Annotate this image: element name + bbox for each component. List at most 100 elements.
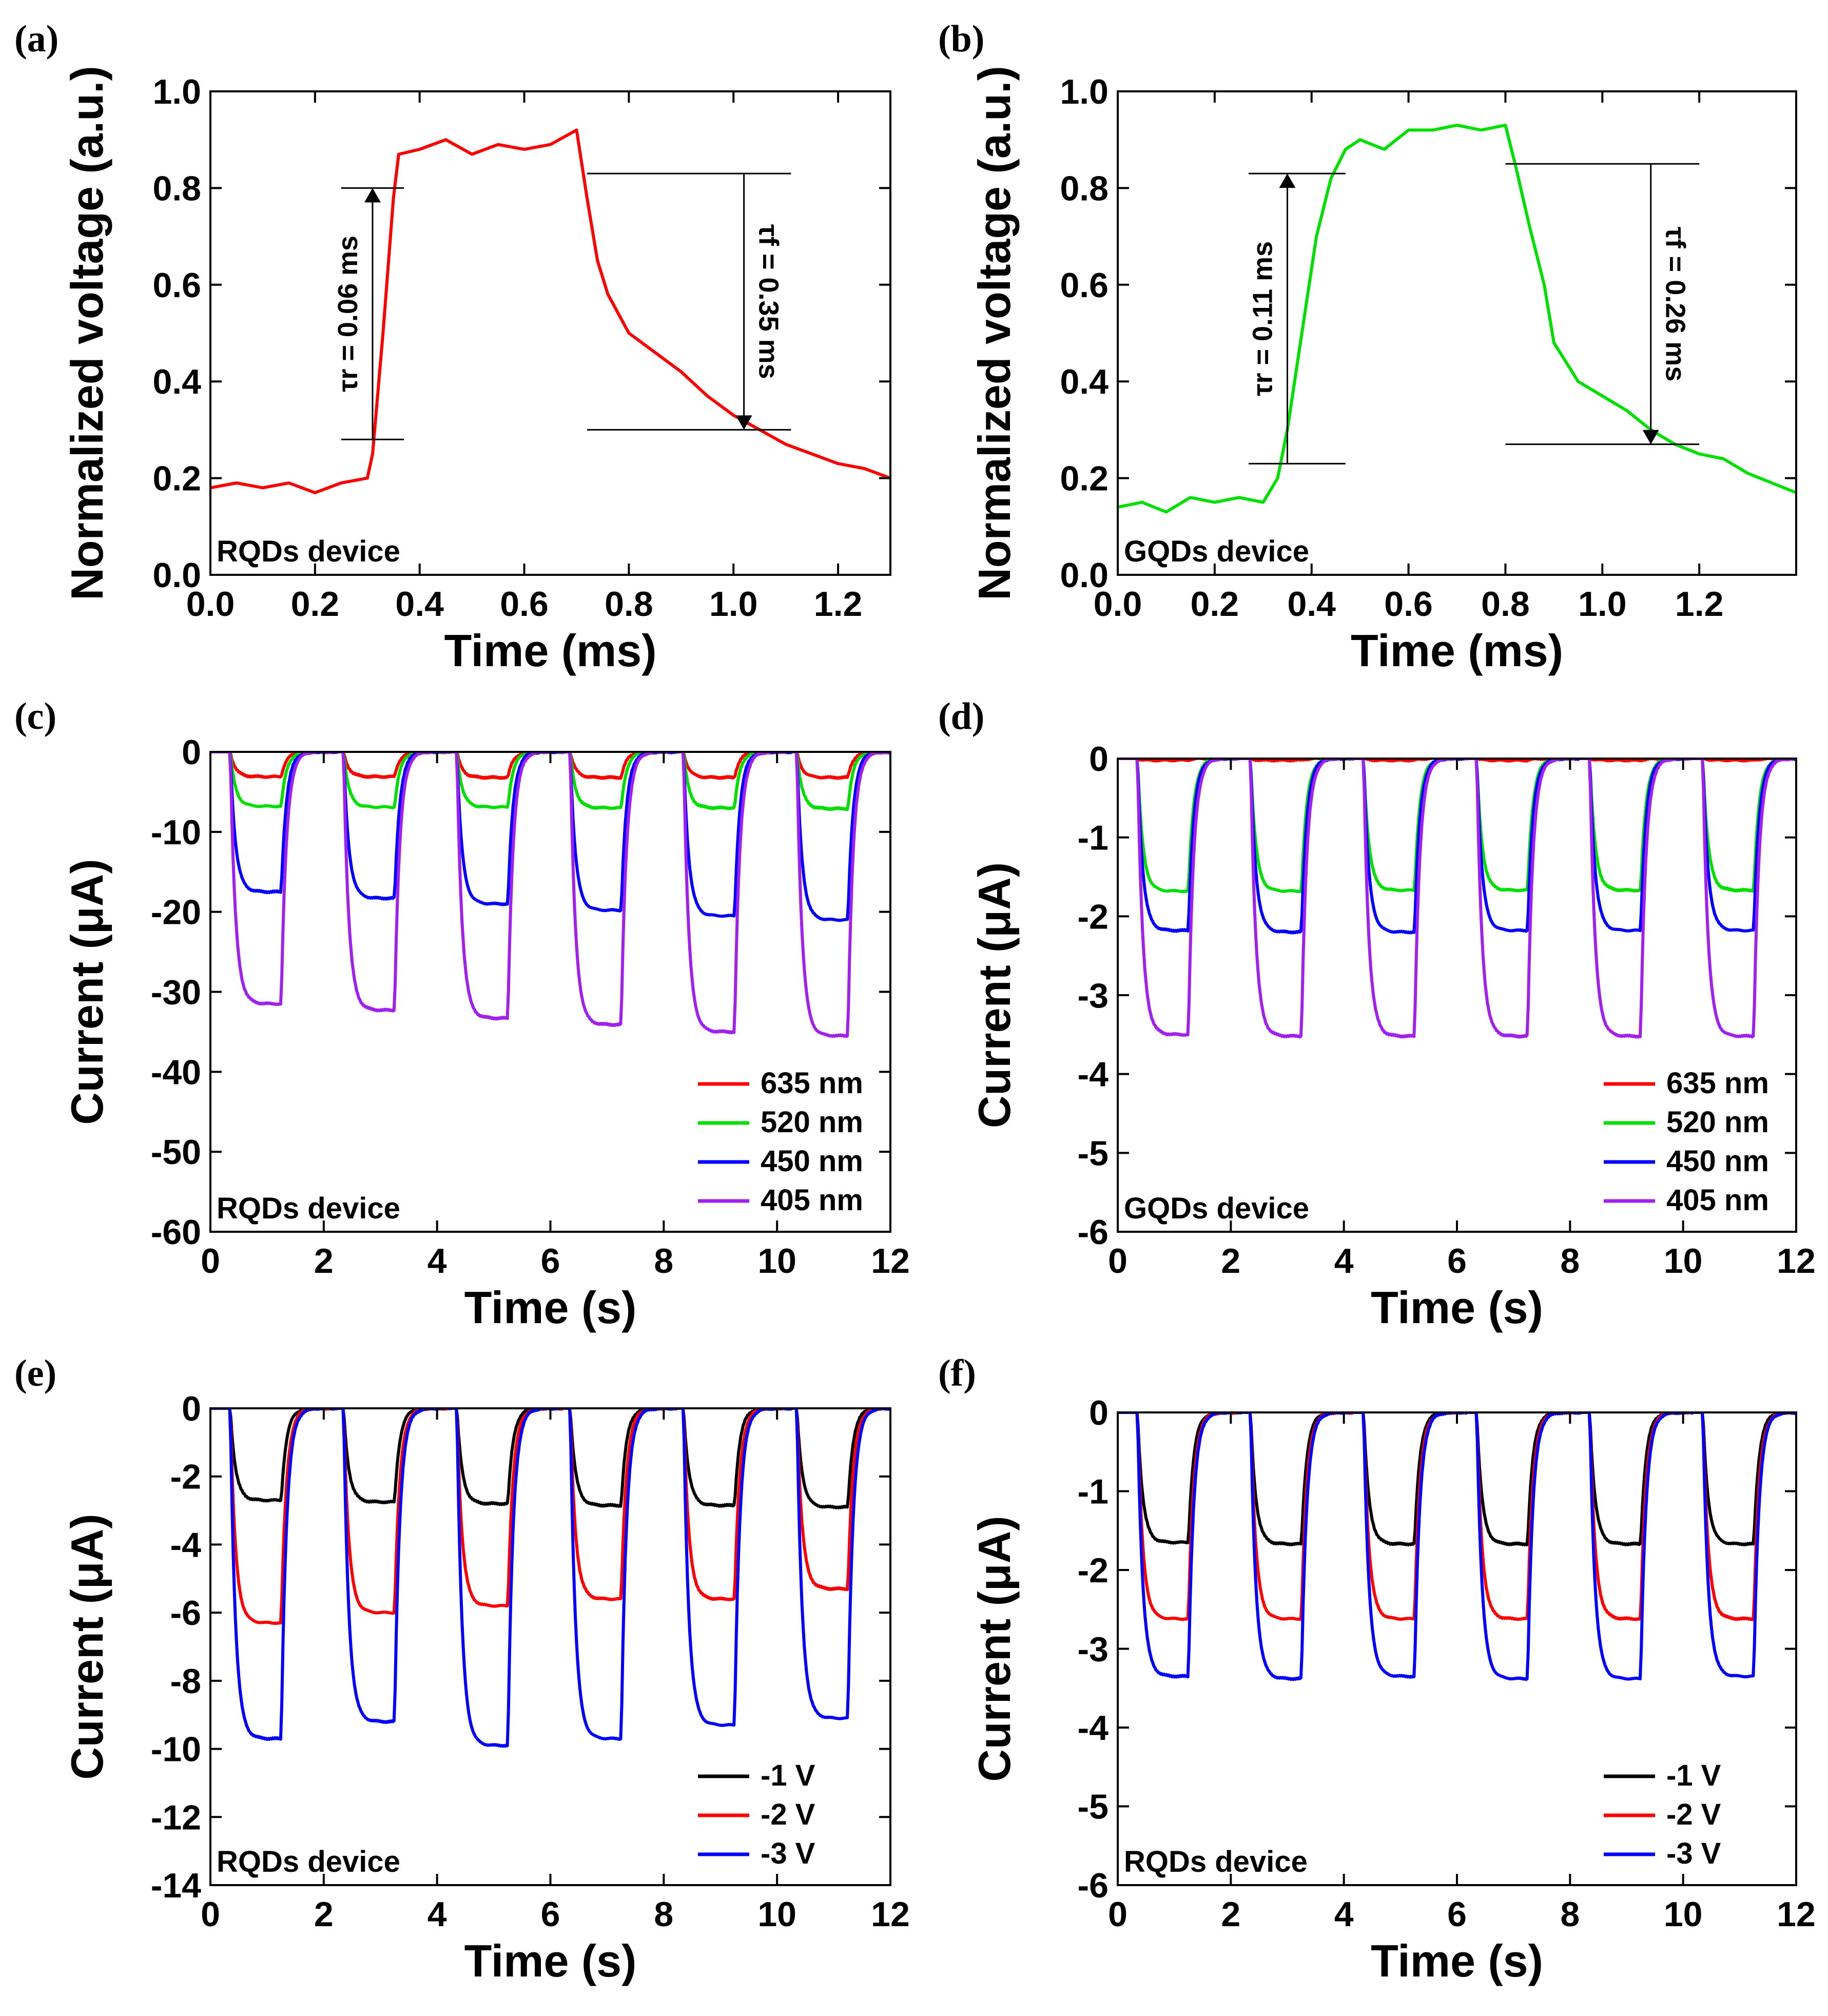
series-line-520-nm — [1118, 759, 1796, 894]
x-tick-label: 4 — [1334, 1242, 1354, 1281]
y-axis-title: Current (μA) — [62, 1514, 112, 1779]
y-tick-label: -20 — [151, 893, 201, 932]
series-line-405-nm — [1118, 759, 1796, 1039]
y-tick-label: 0.2 — [152, 459, 201, 498]
legend-label: 635 nm — [1666, 1067, 1769, 1100]
y-tick-label: -6 — [170, 1594, 201, 1633]
device-label: RQDs device — [1124, 1845, 1308, 1878]
x-tick-label: 0 — [1108, 1895, 1127, 1934]
x-tick-label: 2 — [1221, 1895, 1240, 1934]
y-tick-label: -6 — [1078, 1213, 1109, 1252]
y-tick-label: -14 — [151, 1866, 201, 1905]
chart-panel-b: (b) 0.0 0.2 0.4 0.6 0.8 1.0 1.2 0.0 0.2 0.4 0.6 0.8 1… — [938, 18, 1797, 676]
panel-letter: (d) — [938, 695, 984, 738]
x-tick-label: 8 — [654, 1895, 673, 1934]
legend-label: -3 V — [1666, 1837, 1721, 1870]
y-tick-label: -8 — [170, 1662, 201, 1701]
x-tick-label: 0 — [201, 1242, 220, 1281]
y-tick-label: -1 — [1078, 1472, 1109, 1511]
legend-label: 520 nm — [761, 1106, 863, 1139]
y-tick-label: -12 — [151, 1798, 201, 1837]
x-tick-label: 0.4 — [1287, 585, 1336, 624]
x-tick-label: 0.6 — [500, 585, 549, 624]
rise-time-annotation: τr = 0.11 ms — [1248, 172, 1346, 464]
annotation-label: τr = 0.06 ms — [333, 236, 363, 392]
legend-label: -2 V — [761, 1798, 815, 1831]
x-axis-title: Time (s) — [464, 1935, 637, 1986]
x-tick-label: 12 — [871, 1895, 910, 1934]
y-tick-label: 0 — [182, 733, 201, 772]
x-tick-label: 0.0 — [186, 585, 235, 624]
y-tick-label: 0.8 — [152, 169, 201, 208]
y-tick-label: -5 — [1078, 1788, 1109, 1827]
annotation-label: τr = 0.11 ms — [1248, 241, 1278, 396]
x-tick-label: 8 — [1560, 1895, 1580, 1934]
plot-frame — [1117, 90, 1797, 576]
y-tick-label: 0.2 — [1060, 459, 1109, 498]
x-tick-label: 8 — [654, 1242, 673, 1281]
series-line-normalized-voltage — [1118, 123, 1796, 514]
series-line--3-v — [210, 1408, 890, 1748]
y-tick-label: -3 — [1078, 1630, 1109, 1669]
chart-panel-c: (c) 0 2 4 6 8 10 12 0 -10 -20 -30 -40 -50 -60 Time (s) C… — [14, 695, 910, 1333]
y-tick-label: 0.8 — [1060, 169, 1109, 208]
series-line--1-v — [210, 1408, 890, 1510]
panel-letter: (f) — [938, 1352, 976, 1394]
chart-panel-a: (a) 0.0 0.2 0.4 0.6 0.8 1.0 1.2 0.0 0.2 0.4 0.6 0.8 1… — [14, 18, 891, 676]
x-tick-label: 0.8 — [605, 585, 653, 624]
x-tick-label: 1.0 — [1578, 585, 1627, 624]
y-tick-label: 0 — [1089, 740, 1109, 779]
annotation-label: τf = 0.35 ms — [753, 224, 784, 379]
x-tick-label: 4 — [427, 1242, 447, 1281]
x-tick-label: 4 — [427, 1895, 447, 1934]
legend: -1 V -2 V -3 V — [1604, 1759, 1721, 1870]
x-tick-label: 1.2 — [1675, 585, 1724, 624]
x-tick-label: 12 — [1777, 1895, 1816, 1934]
x-tick-label: 2 — [1221, 1242, 1240, 1281]
device-label: GQDs device — [1124, 535, 1309, 568]
x-tick-label: 2 — [314, 1242, 334, 1281]
fall-time-annotation: τf = 0.35 ms — [587, 172, 791, 431]
annotation-arrow-head — [1642, 430, 1659, 444]
y-axis-title: Current (μA) — [969, 862, 1020, 1128]
x-tick-label: 1.0 — [709, 585, 758, 624]
y-tick-label: -2 — [1078, 1551, 1109, 1590]
x-tick-label: 12 — [871, 1242, 910, 1281]
legend-label: -1 V — [761, 1759, 815, 1792]
y-tick-label: -6 — [1078, 1866, 1109, 1905]
legend-label: 635 nm — [761, 1067, 863, 1100]
series-line-450-nm — [210, 752, 890, 922]
legend-label: 520 nm — [1666, 1106, 1769, 1139]
legend-label: 450 nm — [761, 1145, 863, 1178]
y-tick-label: 0.4 — [1060, 362, 1109, 401]
plot-frame — [209, 90, 891, 576]
legend: -1 V -2 V -3 V — [698, 1759, 815, 1870]
y-tick-label: -10 — [151, 813, 201, 852]
legend-label: 405 nm — [1666, 1184, 1769, 1217]
y-tick-label: -2 — [170, 1458, 201, 1497]
y-axis-title: Current (μA) — [62, 859, 112, 1125]
legend-label: -1 V — [1666, 1759, 1721, 1792]
y-tick-label: -5 — [1078, 1134, 1109, 1173]
panel-letter: (e) — [14, 1352, 56, 1394]
x-axis-title: Time (s) — [1371, 1282, 1543, 1333]
x-tick-label: 0.6 — [1384, 585, 1433, 624]
y-tick-label: -40 — [151, 1053, 201, 1092]
x-tick-label: 10 — [1664, 1895, 1703, 1934]
x-tick-label: 6 — [1447, 1895, 1467, 1934]
y-tick-label: 0.0 — [1060, 556, 1109, 595]
y-tick-label: 0.0 — [152, 556, 201, 595]
x-tick-label: 1.2 — [814, 585, 863, 624]
legend-label: -2 V — [1666, 1798, 1721, 1831]
chart-panel-f: (f) 0 2 4 6 8 10 12 0 -1 -2 -3 -4 -5 -6 Time (s) Current… — [938, 1352, 1816, 1986]
x-tick-label: 6 — [1447, 1242, 1467, 1281]
series-line-405-nm — [210, 752, 890, 1038]
series-line--3-v — [1118, 1412, 1796, 1681]
x-tick-label: 0.4 — [395, 585, 444, 624]
y-tick-label: 0 — [1089, 1393, 1109, 1432]
y-tick-label: 0 — [182, 1389, 201, 1428]
x-axis-title: Time (s) — [464, 1282, 637, 1333]
y-tick-label: 0.6 — [1060, 266, 1109, 305]
y-tick-label: -30 — [151, 973, 201, 1012]
